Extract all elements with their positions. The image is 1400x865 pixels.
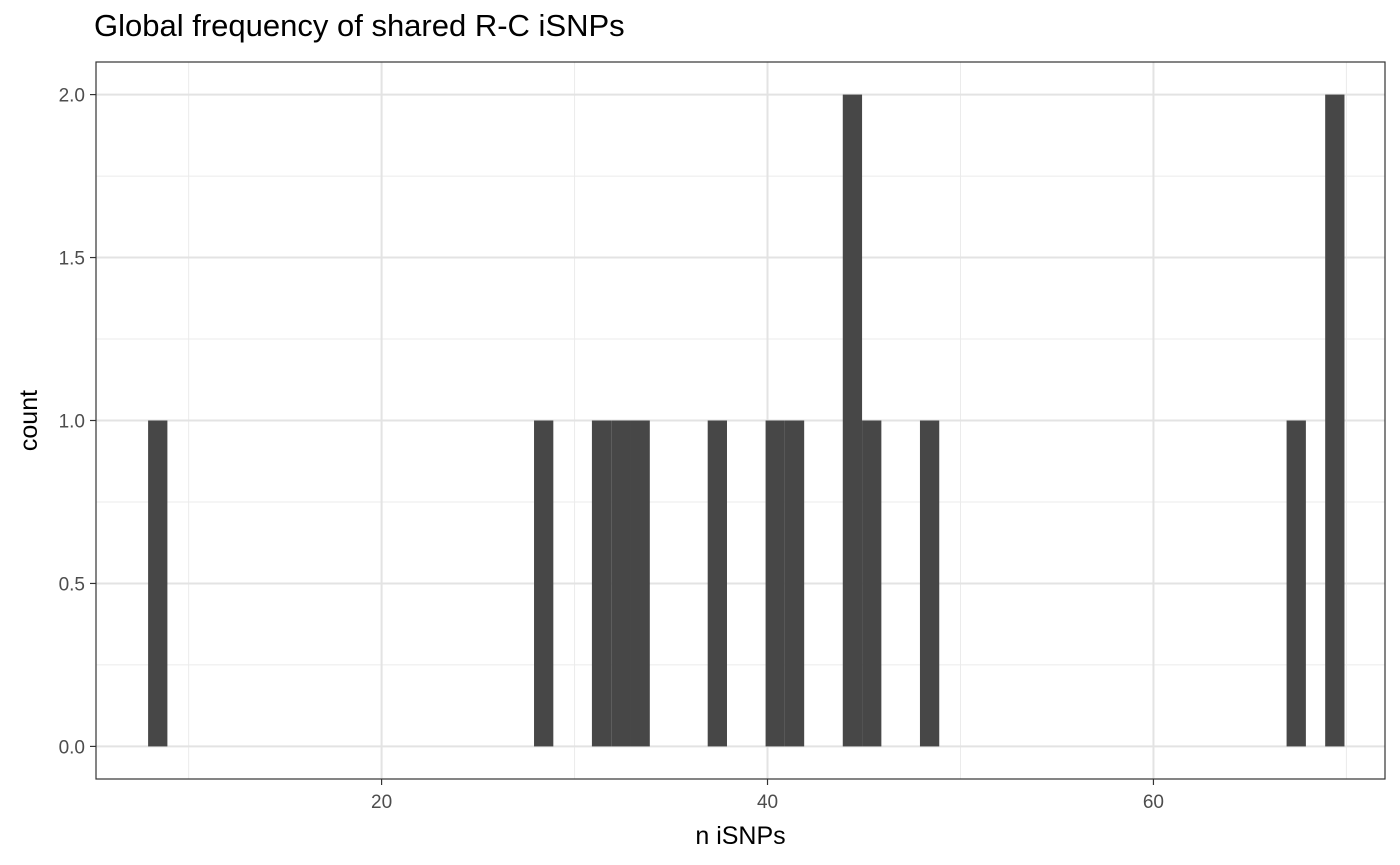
histogram-bar-0 — [148, 420, 168, 747]
x-axis-ticks: 20 40 60 — [371, 779, 1164, 813]
y-tick-label: 1.5 — [59, 249, 85, 270]
y-tick-label: 2.0 — [59, 86, 85, 107]
histogram-bar-7 — [784, 420, 805, 747]
y-tick-label: 0.0 — [59, 737, 85, 758]
histogram-bar-2 — [591, 420, 612, 747]
x-axis-title: n iSNPs — [695, 822, 785, 850]
y-tick-label: 1.0 — [59, 412, 85, 433]
histogram-bar-4 — [630, 420, 650, 747]
histogram-bar-9 — [862, 420, 882, 747]
y-axis-title: count — [15, 390, 43, 451]
histogram-bar-12 — [1325, 94, 1345, 747]
y-tick-label: 0.5 — [59, 574, 85, 595]
histogram-bar-11 — [1286, 420, 1306, 747]
histogram-bar-5 — [707, 420, 727, 747]
major-gridlines — [96, 62, 1385, 779]
x-tick-label: 40 — [757, 792, 778, 813]
histogram-bar-1 — [534, 420, 554, 747]
histogram-bars — [148, 94, 1345, 747]
histogram-bar-6 — [765, 420, 785, 747]
histogram-bar-8 — [842, 94, 863, 747]
x-tick-label: 60 — [1143, 792, 1164, 813]
chart-title: Global frequency of shared R-C iSNPs — [94, 8, 625, 43]
x-tick-label: 20 — [371, 792, 392, 813]
y-axis-ticks: 0.0 0.5 1.0 1.5 2.0 — [59, 86, 96, 758]
histogram-bar-3 — [611, 420, 631, 747]
histogram-bar-10 — [919, 420, 940, 747]
